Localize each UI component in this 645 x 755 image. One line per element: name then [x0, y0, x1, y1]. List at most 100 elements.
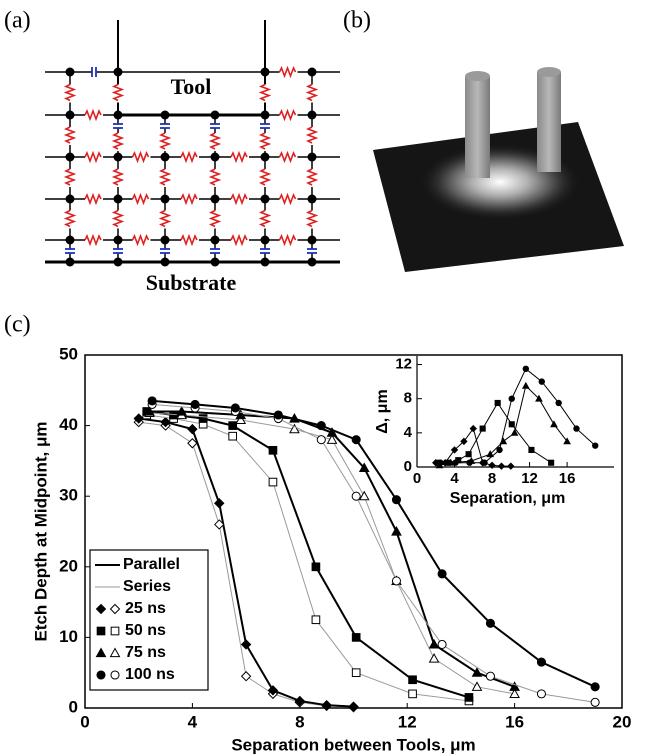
series-point	[360, 492, 369, 500]
x-tick-label: 16	[505, 712, 524, 731]
inset-point	[482, 460, 487, 465]
node	[308, 195, 317, 204]
substrate-label: Substrate	[146, 270, 237, 295]
x-tick-label: 16	[559, 470, 576, 487]
inset-point	[509, 396, 514, 401]
parallel-point	[465, 694, 473, 702]
series-point	[438, 640, 446, 648]
node	[308, 258, 317, 267]
cylinder-top	[537, 67, 561, 77]
series-point	[486, 672, 494, 680]
parallel-point	[438, 570, 446, 578]
node	[161, 153, 170, 162]
figure: (a) Tool Substrate (b) (c) 0 4 8 12 16 20 0 10 2…	[0, 0, 645, 755]
legend-label: 25 ns	[125, 600, 166, 617]
y-tick-label: 8	[404, 390, 412, 407]
parallel-point	[242, 640, 251, 649]
series-point	[537, 690, 545, 698]
x-tick-label: 0	[80, 712, 89, 731]
node	[114, 195, 123, 204]
legend-label: Parallel	[123, 556, 180, 573]
node	[211, 153, 220, 162]
inset-point	[480, 426, 485, 431]
node	[161, 111, 170, 120]
x-tick-label: 12	[521, 470, 538, 487]
parallel-point	[537, 658, 545, 666]
series-point	[312, 616, 320, 624]
node	[66, 68, 75, 77]
x-tick-label: 20	[613, 712, 632, 731]
node	[261, 68, 270, 77]
x-tick-label: 0	[413, 470, 421, 487]
node	[66, 153, 75, 162]
node	[114, 258, 123, 267]
legend-marker	[111, 671, 119, 679]
parallel-point	[349, 702, 358, 711]
y-axis-label: Δ, μm	[374, 389, 391, 433]
cylinder	[537, 72, 561, 172]
y-axis-label: Etch Depth at Midpoint, μm	[31, 421, 50, 641]
panel-label: (c)	[4, 312, 31, 338]
series-point	[242, 672, 251, 681]
node	[114, 68, 123, 77]
inset-point	[574, 426, 579, 431]
parallel-point	[191, 400, 199, 408]
legend-marker	[111, 627, 119, 635]
series-point	[269, 478, 277, 486]
panel-label: (b)	[343, 8, 371, 34]
y-tick-label: 12	[395, 356, 412, 373]
y-tick-label: 40	[59, 415, 78, 434]
parallel-point	[231, 404, 239, 412]
inset-point	[466, 452, 471, 457]
series-point	[591, 698, 599, 706]
parallel-point	[199, 415, 207, 423]
inset-point	[551, 421, 557, 426]
node	[211, 258, 220, 267]
x-axis-label: Separation between Tools, μm	[231, 735, 475, 754]
y-tick-label: 0	[404, 458, 412, 475]
inset-point	[508, 463, 514, 469]
node	[66, 195, 75, 204]
x-tick-label: 8	[295, 712, 304, 731]
inset-point	[523, 366, 528, 371]
node	[66, 258, 75, 267]
node	[308, 111, 317, 120]
inset-line	[440, 369, 595, 463]
x-tick-label: 4	[450, 470, 459, 487]
y-tick-label: 50	[59, 344, 78, 363]
series-point	[317, 436, 325, 444]
node	[261, 111, 270, 120]
parallel-point	[148, 397, 156, 405]
node	[261, 236, 270, 245]
inset-point	[539, 379, 544, 384]
parallel-point	[352, 436, 360, 444]
legend-label: 75 ns	[125, 644, 166, 661]
node	[66, 111, 75, 120]
y-tick-label: 20	[59, 556, 78, 575]
parallel-point	[486, 619, 494, 627]
inset-point	[549, 460, 554, 465]
series-point	[392, 577, 400, 585]
panel-label: (a)	[4, 8, 31, 34]
node	[161, 236, 170, 245]
parallel-point	[215, 499, 224, 508]
inset-point	[556, 400, 561, 405]
inset-point	[529, 447, 534, 452]
node	[66, 236, 75, 245]
legend-label: 50 ns	[125, 622, 166, 639]
node	[161, 195, 170, 204]
inset-point	[509, 422, 514, 427]
inset-line	[440, 386, 568, 465]
node	[308, 68, 317, 77]
tool-label: Tool	[171, 74, 212, 99]
node	[211, 111, 220, 120]
panel-a: (a) Tool Substrate	[4, 8, 340, 296]
y-tick-label: 10	[59, 627, 78, 646]
series-point	[430, 654, 439, 662]
series-point	[352, 669, 360, 677]
parallel-point	[392, 527, 401, 535]
y-tick-label: 30	[59, 486, 78, 505]
inset-point	[498, 463, 504, 469]
cylinder	[465, 76, 490, 178]
node	[161, 258, 170, 267]
